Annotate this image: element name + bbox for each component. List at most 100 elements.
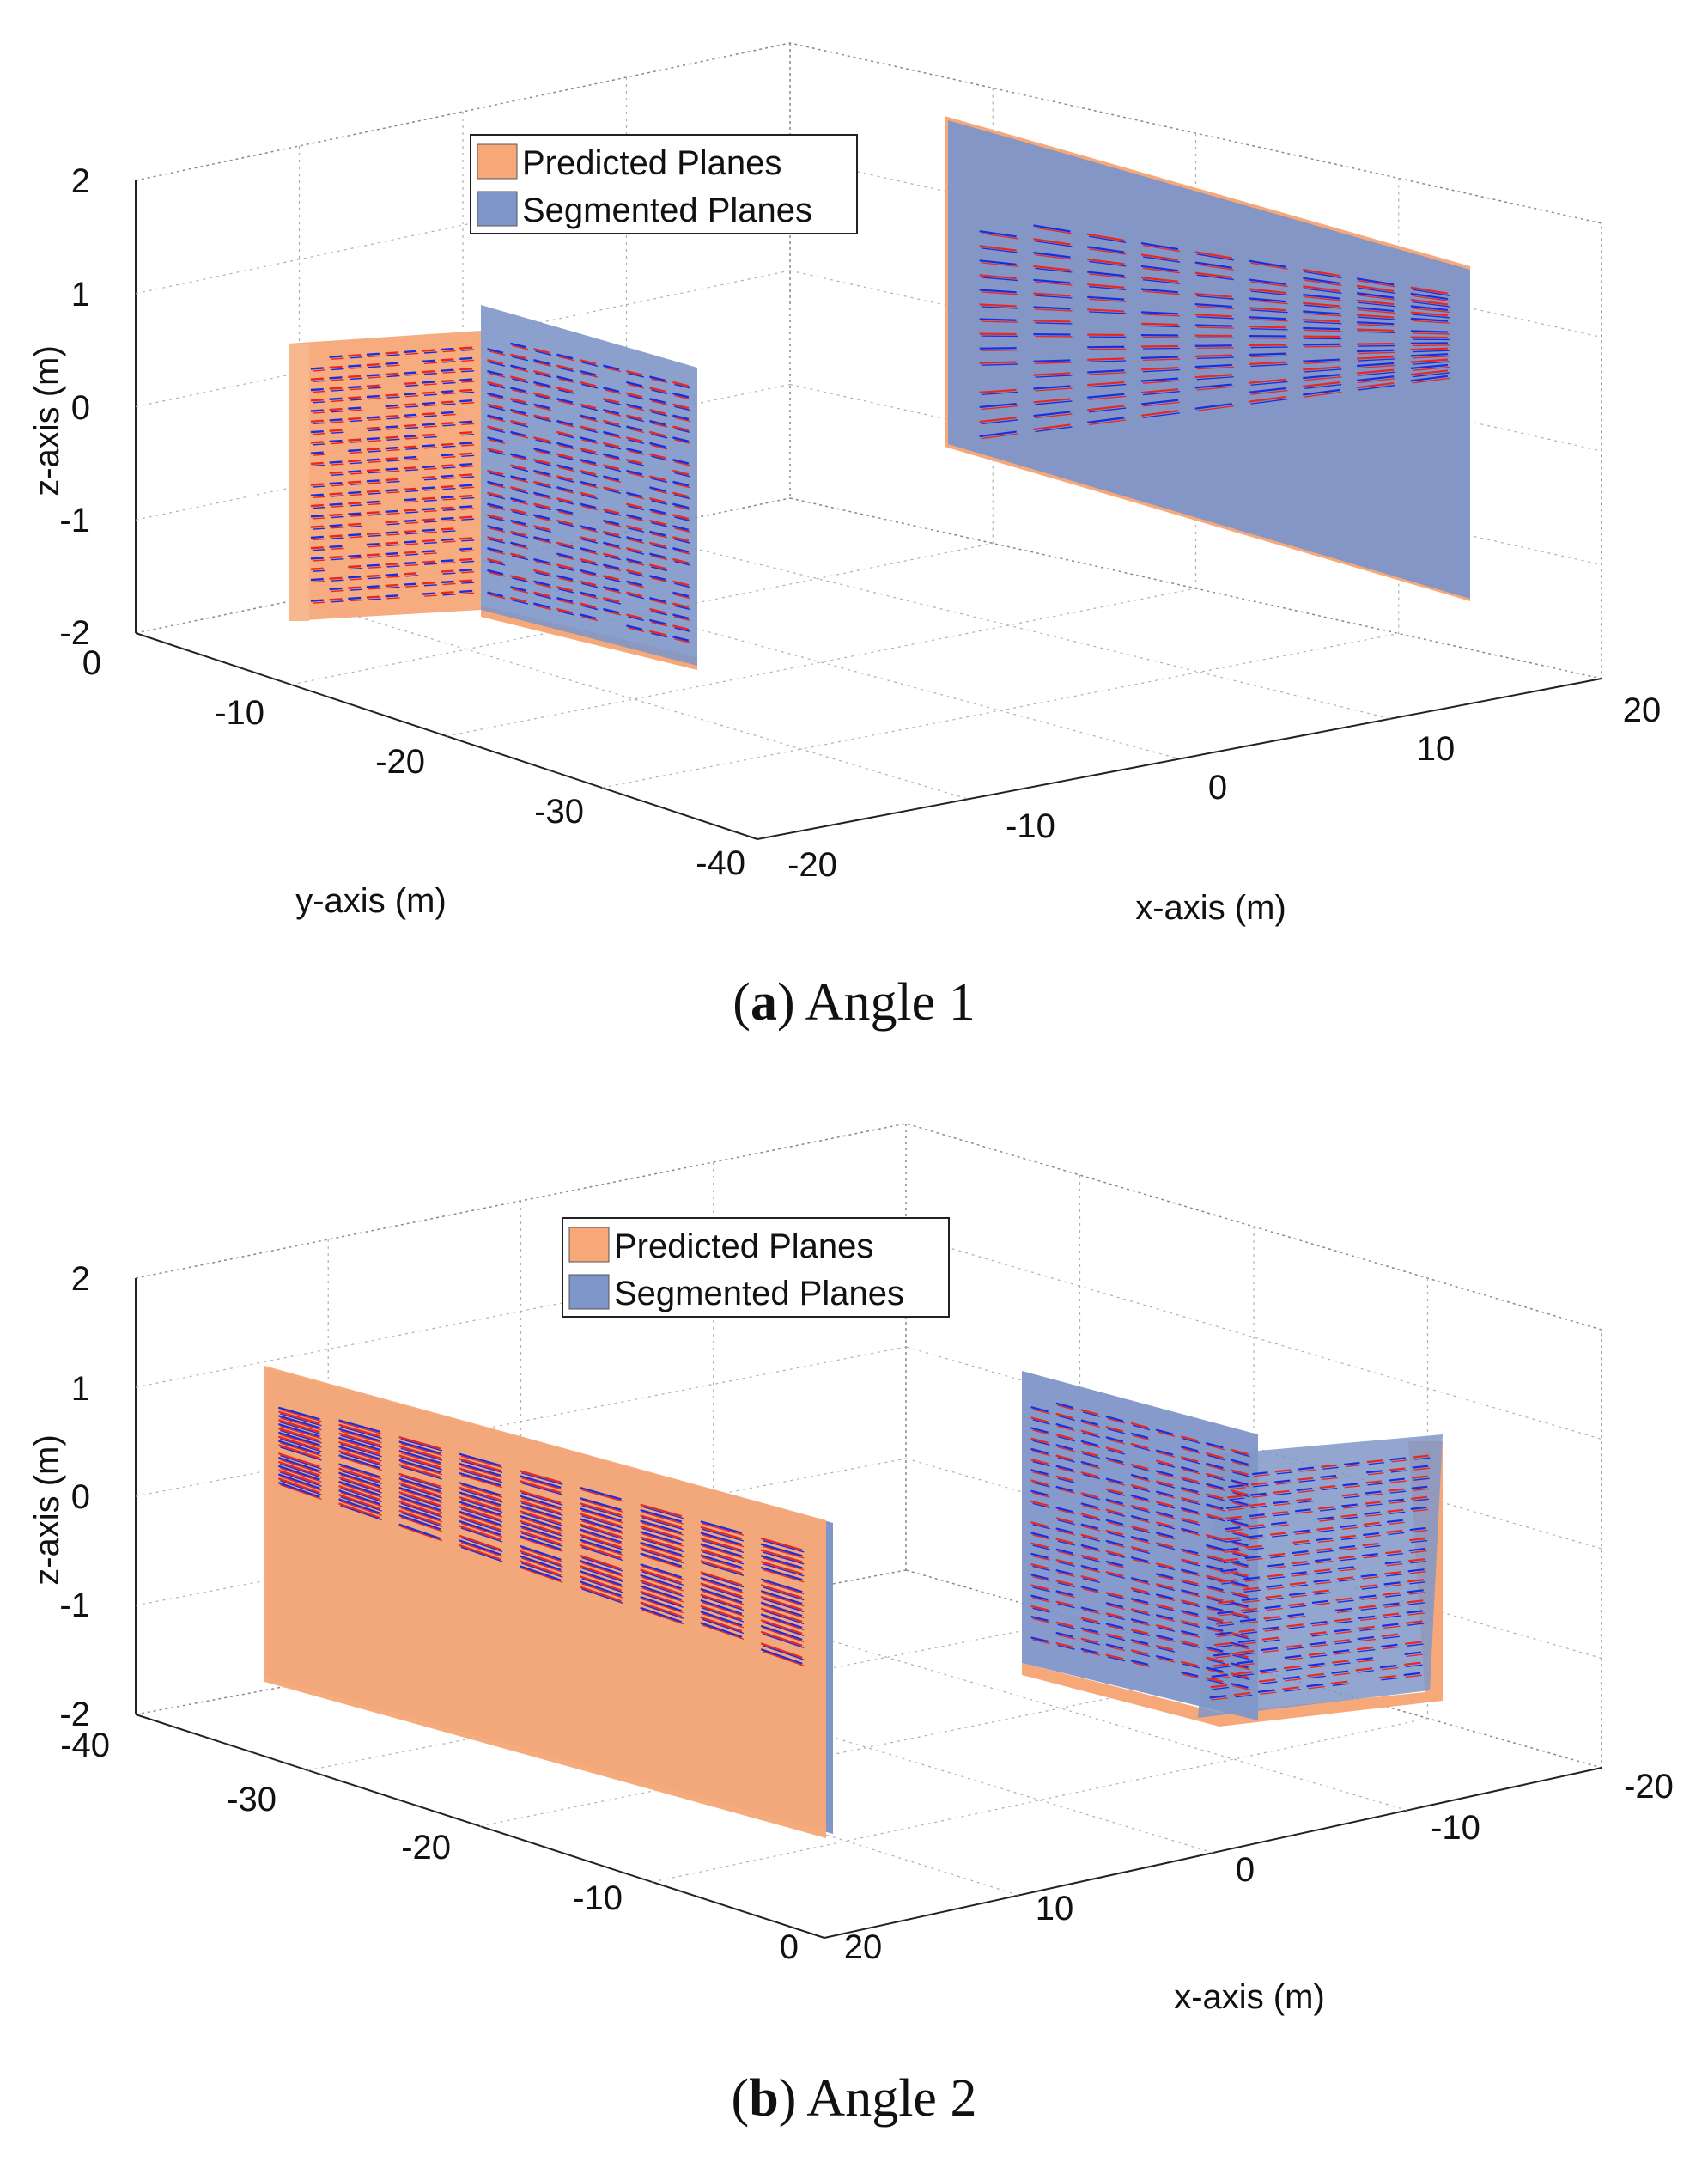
scan-point: [1289, 1592, 1306, 1596]
scan-point: [1360, 1574, 1377, 1578]
scan-point: [626, 547, 643, 553]
scan-point: [760, 1543, 803, 1557]
scan-point: [1285, 1678, 1302, 1682]
scan-point: [581, 483, 599, 489]
scan-point: [280, 1422, 322, 1435]
scan-point: [1105, 1633, 1124, 1640]
scan-point: [405, 448, 419, 450]
scan-point: [521, 1482, 563, 1495]
legend-swatch-segmented: [568, 1274, 610, 1310]
scan-point: [1357, 1670, 1375, 1673]
scan-point: [461, 496, 475, 500]
scan-point: [1303, 294, 1340, 300]
scan-point: [1358, 287, 1396, 295]
scan-point: [1213, 1641, 1231, 1647]
scan-point: [1243, 1599, 1260, 1604]
scan-point: [1340, 1524, 1357, 1528]
caption-text: Angle 1: [794, 973, 976, 1032]
scan-point: [1035, 322, 1073, 325]
scan-point: [1358, 1638, 1376, 1642]
scan-point: [581, 1510, 623, 1524]
scan-point: [1130, 1442, 1149, 1450]
scan-point: [422, 560, 435, 563]
scan-point: [1410, 292, 1449, 301]
scan-point: [1357, 314, 1395, 319]
scan-point: [1206, 1544, 1224, 1550]
scan-point: [556, 586, 574, 592]
scan-point: [641, 1517, 684, 1531]
scan-point: [580, 1518, 622, 1532]
scan-point: [1105, 1560, 1124, 1567]
scan-point: [1238, 1629, 1256, 1633]
scan-point: [1132, 1652, 1151, 1658]
scan-point: [1291, 1561, 1308, 1565]
scan-point: [1249, 297, 1286, 303]
scan-point: [368, 576, 381, 580]
scan-point: [702, 1596, 745, 1611]
scan-point: [312, 601, 325, 604]
scan-point: [702, 1523, 745, 1536]
scan-point: [1248, 1513, 1265, 1518]
scan-point: [368, 460, 381, 463]
scan-point: [1292, 1574, 1309, 1577]
scan-point: [1030, 1437, 1049, 1444]
scan-point: [1080, 1440, 1099, 1446]
scan-point: [1055, 1538, 1073, 1544]
scan-point: [581, 372, 599, 378]
scan-point: [649, 387, 666, 393]
scan-point: [519, 1555, 562, 1571]
scan-point: [422, 359, 435, 363]
scan-point: [1080, 1554, 1099, 1561]
scan-point: [510, 508, 527, 515]
scan-point: [1322, 1466, 1339, 1470]
scan-point: [1331, 1670, 1349, 1674]
legend: Predicted Planes Segmented Planes: [470, 134, 858, 234]
scan-point: [1211, 1673, 1229, 1678]
scan-point: [1057, 1488, 1075, 1495]
scan-point: [340, 1465, 382, 1480]
scan-point: [626, 458, 643, 465]
scan-point: [521, 1527, 563, 1542]
scan-point: [1412, 308, 1450, 314]
scan-point: [1196, 405, 1234, 411]
scan-point: [603, 430, 620, 437]
scan-point: [580, 1554, 622, 1570]
scan-point: [702, 1579, 745, 1594]
scan-point: [386, 417, 400, 420]
scan-point: [649, 597, 666, 603]
scan-point: [1303, 277, 1340, 285]
scan-point: [1341, 1526, 1358, 1530]
scan-point: [674, 405, 691, 411]
scan-point: [702, 1562, 745, 1576]
scan-point: [628, 627, 645, 632]
scan-point: [603, 508, 620, 515]
scan-point: [277, 1444, 320, 1459]
legend-label-segmented: Segmented Planes: [614, 1275, 904, 1312]
scan-point: [1339, 1579, 1356, 1582]
scan-point: [1055, 1517, 1073, 1524]
scan-point: [700, 1560, 743, 1574]
scan-point: [702, 1528, 745, 1542]
scan-point: [338, 1498, 381, 1514]
scan-point: [1132, 1527, 1151, 1534]
scan-point: [1228, 1507, 1244, 1511]
scan-point: [1260, 1691, 1277, 1696]
scan-point: [1158, 1575, 1176, 1581]
scan-point: [1389, 1501, 1406, 1504]
scan-point: [1233, 1691, 1251, 1696]
scan-point: [512, 478, 529, 484]
scan-point: [533, 392, 550, 399]
scan-point: [981, 291, 1018, 295]
scan-point: [277, 1452, 320, 1468]
scan-point: [400, 1494, 443, 1508]
scan-point: [1057, 1457, 1075, 1463]
scan-point: [487, 392, 504, 399]
scan-point: [487, 591, 504, 598]
scan-point: [1412, 377, 1450, 384]
scan-point: [700, 1605, 743, 1621]
scan-point: [1232, 1634, 1250, 1640]
scan-point: [331, 589, 344, 593]
scan-point: [1389, 1521, 1405, 1526]
scan-point: [1142, 380, 1181, 384]
scan-point: [1212, 1686, 1230, 1690]
